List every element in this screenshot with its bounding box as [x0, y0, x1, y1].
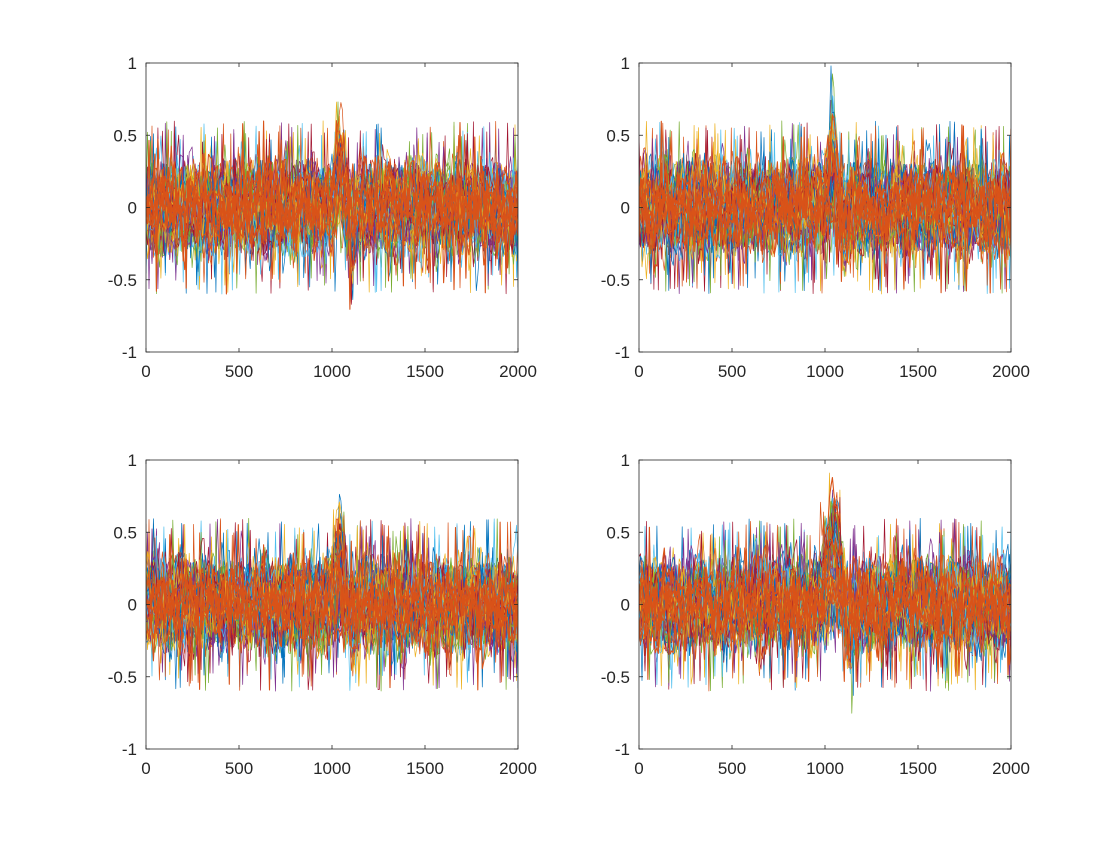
- series-group: [146, 101, 518, 310]
- series-line-99: [146, 536, 518, 685]
- x-tick-label: 1000: [806, 362, 844, 381]
- y-tick-label: 1: [128, 54, 137, 73]
- x-tick-label: 1000: [806, 759, 844, 778]
- series-line-97: [639, 476, 1011, 683]
- y-tick-label: 0.5: [113, 523, 137, 542]
- y-tick-label: 0: [621, 199, 630, 218]
- y-tick-label: -0.5: [601, 271, 630, 290]
- x-tick-label: 2000: [992, 362, 1030, 381]
- y-tick-label: 1: [621, 54, 630, 73]
- y-tick-label: -1: [615, 343, 630, 362]
- x-tick-label: 1000: [313, 362, 351, 381]
- series-line-100: [146, 518, 518, 689]
- y-tick-label: -0.5: [108, 271, 137, 290]
- x-tick-label: 1500: [406, 759, 444, 778]
- x-tick-label: 2000: [499, 759, 537, 778]
- subplot-1: 0 500 1000 1500 2000 -1 -0.5 0 0.5 1: [108, 54, 537, 381]
- series-group: [146, 493, 518, 692]
- y-tick-label: -1: [122, 740, 137, 759]
- x-tick-label: 0: [634, 759, 643, 778]
- x-tick-label: 2000: [499, 362, 537, 381]
- x-tick-label: 500: [225, 759, 253, 778]
- y-tick-label: 0: [128, 199, 137, 218]
- series-group: [639, 472, 1011, 714]
- x-tick-label: 0: [634, 362, 643, 381]
- series-line-99: [639, 555, 1011, 683]
- series-group: [639, 65, 1011, 295]
- series-line-100: [146, 120, 518, 269]
- y-tick-label: -1: [122, 343, 137, 362]
- y-tick-label: 1: [621, 451, 630, 470]
- x-tick-label: 500: [718, 362, 746, 381]
- series-line-99: [639, 125, 1011, 294]
- y-tick-label: 0.5: [113, 126, 137, 145]
- x-tick-label: 1500: [899, 362, 937, 381]
- y-tick-label: 0.5: [606, 523, 630, 542]
- series-line-98: [639, 526, 1011, 682]
- y-tick-label: 0: [621, 596, 630, 615]
- subplot-2: 0 500 1000 1500 2000 -1 -0.5 0 0.5 1: [601, 54, 1030, 381]
- x-tick-label: 1000: [313, 759, 351, 778]
- y-tick-label: -0.5: [601, 668, 630, 687]
- y-tick-label: -0.5: [108, 668, 137, 687]
- x-tick-label: 1500: [406, 362, 444, 381]
- x-tick-label: 0: [141, 362, 150, 381]
- x-tick-label: 500: [718, 759, 746, 778]
- series-line-100: [639, 544, 1011, 680]
- series-line-100: [639, 114, 1011, 275]
- y-tick-label: 0.5: [606, 126, 630, 145]
- y-tick-label: 0: [128, 596, 137, 615]
- y-tick-label: 1: [128, 451, 137, 470]
- subplot-3: 0 500 1000 1500 2000 -1 -0.5 0 0.5 1: [108, 451, 537, 778]
- x-tick-label: 2000: [992, 759, 1030, 778]
- x-tick-label: 500: [225, 362, 253, 381]
- series-line-98: [639, 157, 1011, 265]
- series-line-98: [146, 524, 518, 691]
- series-line-96: [146, 532, 518, 652]
- y-tick-label: -1: [615, 740, 630, 759]
- x-tick-label: 1500: [899, 759, 937, 778]
- x-tick-label: 0: [141, 759, 150, 778]
- subplot-4: 0 500 1000 1500 2000 -1 -0.5 0 0.5 1: [601, 451, 1030, 778]
